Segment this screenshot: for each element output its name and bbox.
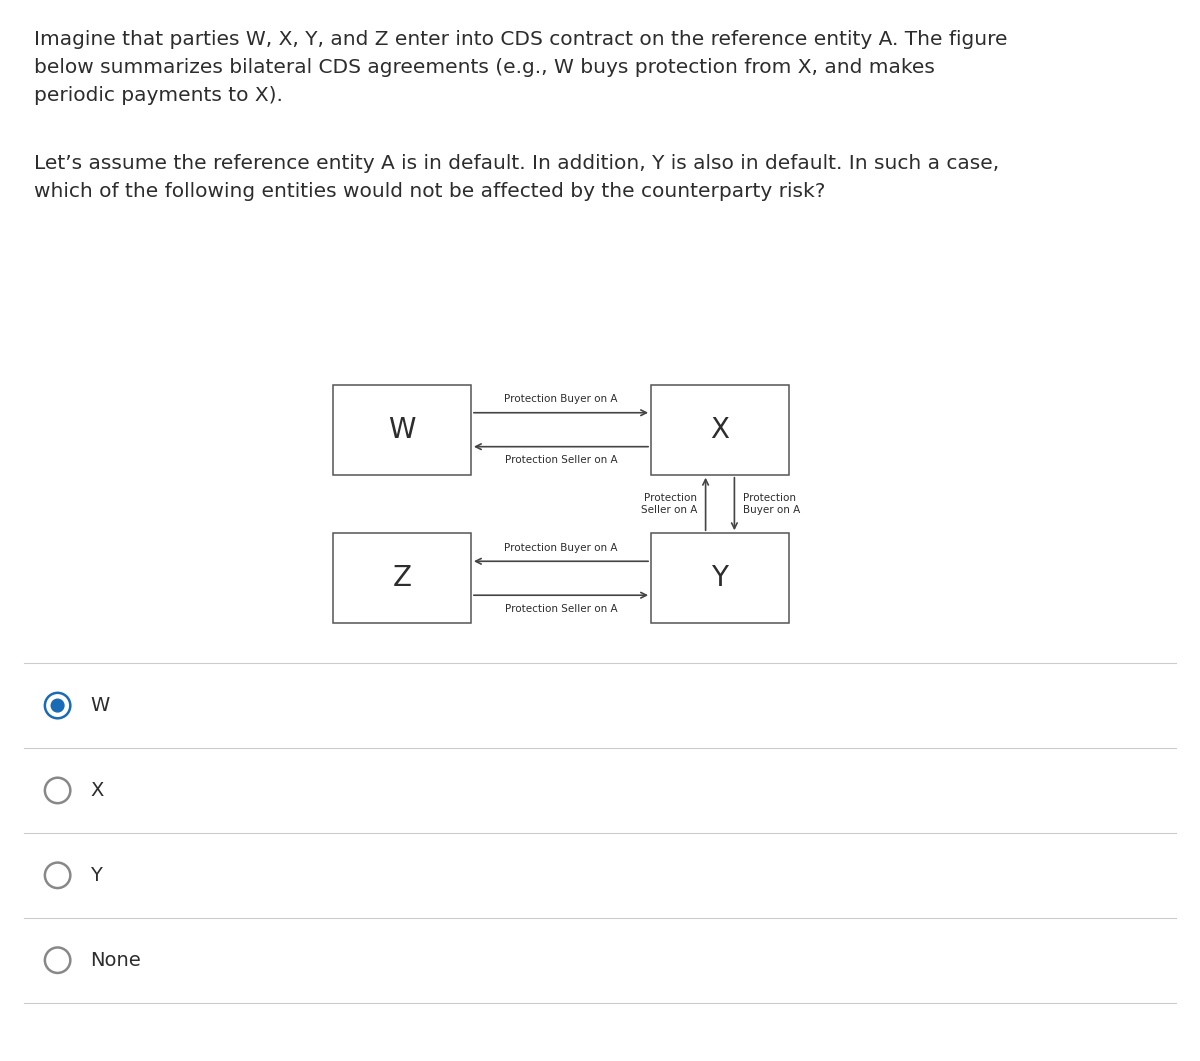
Text: Z: Z xyxy=(392,564,412,592)
Text: Protection
Seller on A: Protection Seller on A xyxy=(641,492,697,516)
Text: Protection Buyer on A: Protection Buyer on A xyxy=(504,395,618,404)
Text: Imagine that parties W, X, Y, and Z enter into CDS contract on the reference ent: Imagine that parties W, X, Y, and Z ente… xyxy=(34,30,1007,105)
Text: Y: Y xyxy=(90,866,102,885)
Text: W: W xyxy=(389,416,415,443)
FancyBboxPatch shape xyxy=(334,533,470,623)
FancyBboxPatch shape xyxy=(650,385,790,475)
Text: Let’s assume the reference entity A is in default. In addition, Y is also in def: Let’s assume the reference entity A is i… xyxy=(34,154,998,201)
FancyBboxPatch shape xyxy=(334,385,470,475)
Text: X: X xyxy=(90,781,103,800)
FancyBboxPatch shape xyxy=(650,533,790,623)
Text: Protection
Buyer on A: Protection Buyer on A xyxy=(743,492,800,516)
Text: Y: Y xyxy=(712,564,728,592)
Text: Protection Buyer on A: Protection Buyer on A xyxy=(504,543,618,553)
Ellipse shape xyxy=(52,699,64,712)
Text: Protection Seller on A: Protection Seller on A xyxy=(505,455,617,465)
Text: X: X xyxy=(710,416,730,443)
Text: W: W xyxy=(90,696,109,715)
Text: None: None xyxy=(90,951,140,970)
Text: Protection Seller on A: Protection Seller on A xyxy=(505,604,617,613)
